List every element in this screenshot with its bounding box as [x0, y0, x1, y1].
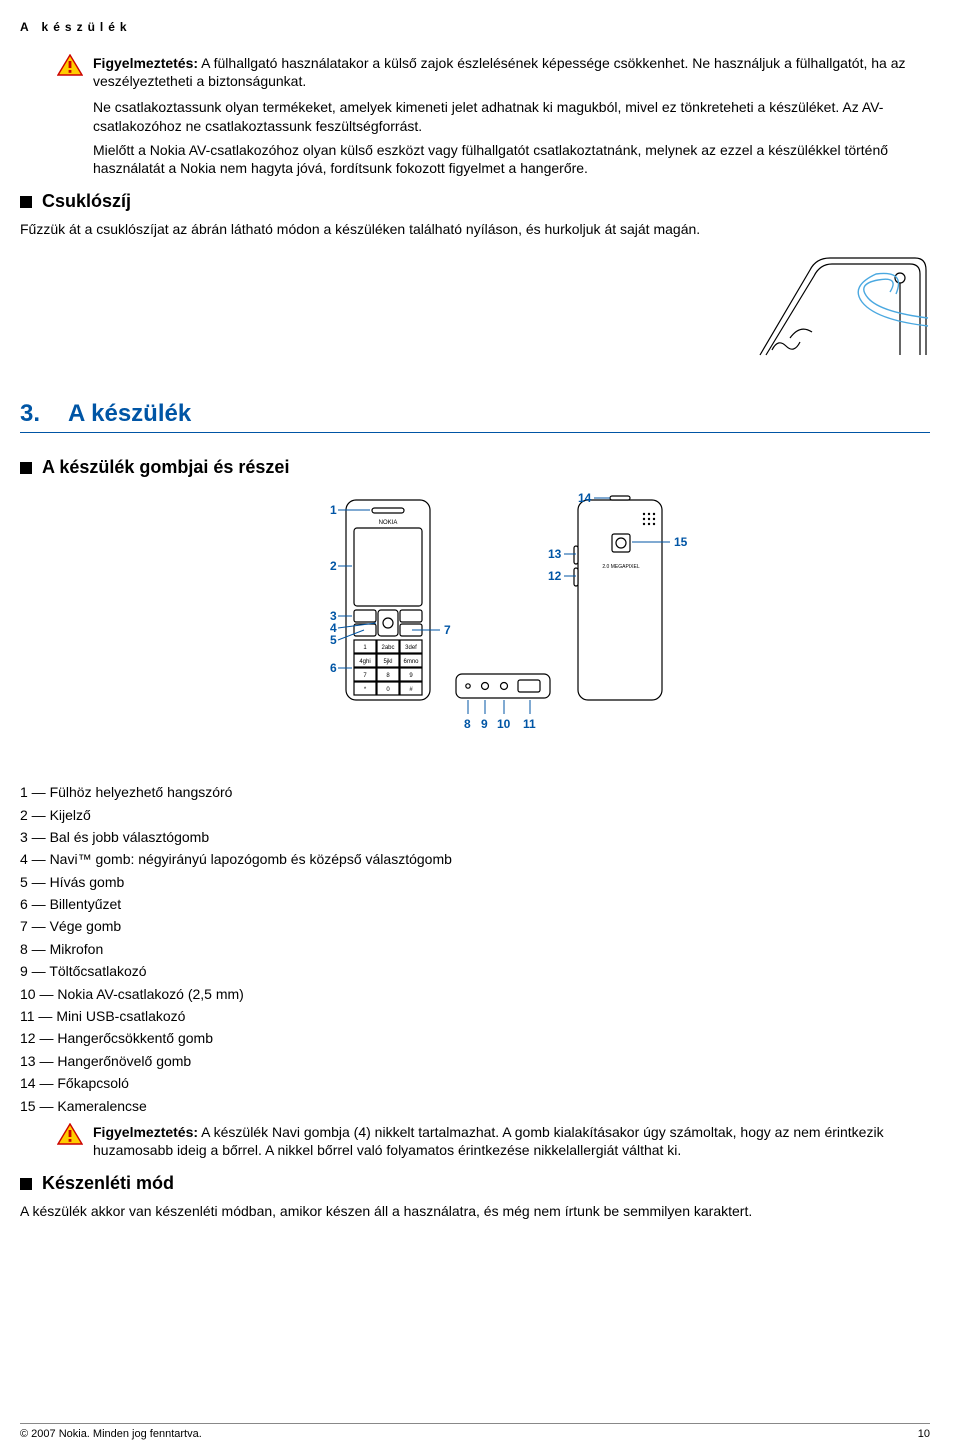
callout-10: 10: [497, 717, 511, 731]
part-line: 10 — Nokia AV-csatlakozó (2,5 mm): [20, 983, 930, 1005]
wrist-strap-illustration: [750, 220, 930, 360]
part-line: 2 — Kijelző: [20, 804, 930, 826]
part-line: 15 — Kameralencse: [20, 1095, 930, 1117]
page-footer: © 2007 Nokia. Minden jog fenntartva. 10: [20, 1423, 930, 1440]
svg-text:5jkl: 5jkl: [383, 659, 392, 665]
callout-8: 8: [464, 717, 471, 731]
heading-parts-text: A készülék gombjai és részei: [42, 457, 289, 478]
callout-11: 11: [523, 717, 536, 731]
heading-standby-text: Készenléti mód: [42, 1173, 174, 1194]
warning-icon: [57, 1123, 83, 1145]
part-line: 8 — Mikrofon: [20, 938, 930, 960]
para-av-connector-2: Mielőtt a Nokia AV-csatlakozóhoz olyan k…: [93, 141, 930, 177]
callout-14: 14: [578, 491, 592, 505]
warning-label: Figyelmeztetés:: [93, 1124, 198, 1140]
svg-text:NOKIA: NOKIA: [379, 520, 398, 526]
callout-6: 6: [330, 661, 337, 675]
callout-13: 13: [548, 547, 562, 561]
square-bullet: [20, 196, 32, 208]
footer-copyright: © 2007 Nokia. Minden jog fenntartva.: [20, 1428, 202, 1440]
callout-2: 2: [330, 559, 337, 573]
part-line: 6 — Billentyűzet: [20, 893, 930, 915]
part-line: 14 — Főkapcsoló: [20, 1072, 930, 1094]
warning-body: A fülhallgató használatakor a külső zajo…: [93, 55, 906, 89]
warning-nickel-text: Figyelmeztetés: A készülék Navi gombja (…: [93, 1123, 930, 1159]
square-bullet: [20, 462, 32, 474]
para-av-connector-1: Ne csatlakoztassunk olyan termékeket, am…: [93, 98, 930, 134]
callout-12: 12: [548, 569, 562, 583]
chapter-number: 3.: [20, 400, 40, 428]
square-bullet: [20, 1178, 32, 1190]
svg-text:2.0 MEGAPIXEL: 2.0 MEGAPIXEL: [602, 564, 639, 570]
part-line: 12 — Hangerőcsökkentő gomb: [20, 1027, 930, 1049]
phone-parts-diagram: NOKIA 1 2abc 3def 4ghi 5jkl 6mno 7 89: [20, 490, 930, 745]
warning-icon: [57, 54, 83, 76]
svg-text:4ghi: 4ghi: [359, 659, 370, 665]
chapter-heading: 3. A készülék: [20, 400, 930, 433]
part-line: 1 — Fülhöz helyezhető hangszóró: [20, 781, 930, 803]
callout-7: 7: [444, 623, 451, 637]
callout-9: 9: [481, 717, 488, 731]
warning-nickel: Figyelmeztetés: A készülék Navi gombja (…: [57, 1123, 930, 1159]
standby-para: A készülék akkor van készenléti módban, …: [20, 1202, 930, 1220]
parts-list: 1 — Fülhöz helyezhető hangszóró 2 — Kije…: [20, 781, 930, 1117]
svg-text:6mno: 6mno: [403, 659, 419, 665]
part-line: 4 — Navi™ gomb: négyirányú lapozógomb és…: [20, 848, 930, 870]
callout-5: 5: [330, 633, 337, 647]
heading-wrist-strap: Csuklószíj: [20, 191, 930, 212]
callout-1: 1: [330, 503, 337, 517]
part-line: 13 — Hangerőnövelő gomb: [20, 1050, 930, 1072]
chapter-title: A készülék: [68, 400, 191, 428]
part-line: 7 — Vége gomb: [20, 915, 930, 937]
warning-body: A készülék Navi gombja (4) nikkelt tarta…: [93, 1124, 884, 1158]
running-header: A készülék: [20, 20, 930, 34]
warning-headset: Figyelmeztetés: A fülhallgató használata…: [57, 54, 930, 90]
part-line: 3 — Bal és jobb választógomb: [20, 826, 930, 848]
svg-text:2abc: 2abc: [381, 645, 394, 651]
part-line: 5 — Hívás gomb: [20, 871, 930, 893]
heading-standby: Készenléti mód: [20, 1173, 930, 1194]
callout-15: 15: [674, 535, 688, 549]
part-line: 9 — Töltőcsatlakozó: [20, 960, 930, 982]
heading-parts: A készülék gombjai és részei: [20, 457, 930, 478]
footer-page-number: 10: [918, 1428, 930, 1440]
wrist-strap-para: Fűzzük át a csuklószíjat az ábrán láthat…: [20, 220, 750, 238]
part-line: 11 — Mini USB-csatlakozó: [20, 1005, 930, 1027]
warning-headset-text: Figyelmeztetés: A fülhallgató használata…: [93, 54, 930, 90]
heading-wrist-strap-text: Csuklószíj: [42, 191, 131, 212]
svg-text:3def: 3def: [405, 645, 417, 651]
warning-label: Figyelmeztetés:: [93, 55, 198, 71]
